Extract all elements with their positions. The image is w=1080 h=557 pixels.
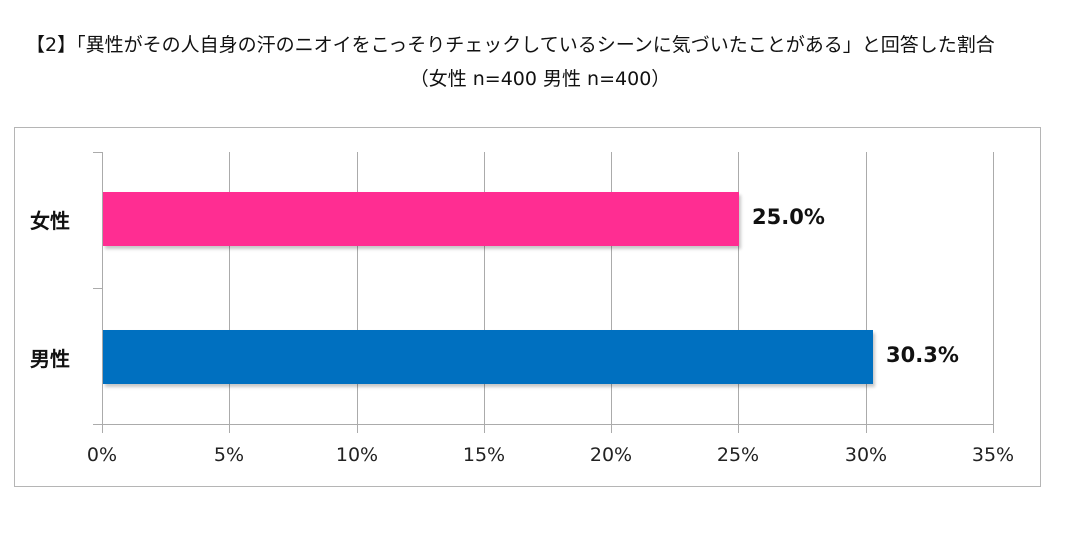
y-tick-top (93, 152, 102, 153)
x-tick (993, 425, 994, 433)
chart-frame (14, 127, 1041, 487)
gridline-15 (484, 152, 485, 425)
x-tick (102, 425, 103, 433)
x-tick-label: 0% (86, 444, 118, 466)
y-tick-separator (93, 288, 102, 289)
x-tick-label: 5% (213, 444, 245, 466)
x-tick (229, 425, 230, 433)
x-tick (484, 425, 485, 433)
x-tick (357, 425, 358, 433)
gridline-10 (357, 152, 358, 425)
value-label-female: 25.0% (752, 205, 825, 229)
chart-subtitle: （女性 n=400 男性 n=400） (409, 68, 671, 90)
gridline-25 (738, 152, 739, 425)
value-label-male: 30.3% (886, 343, 959, 367)
x-tick-label: 25% (716, 444, 760, 466)
bar-female (103, 192, 739, 246)
category-label-male: 男性 (30, 347, 70, 371)
gridline-20 (611, 152, 612, 425)
x-tick-label: 20% (589, 444, 633, 466)
x-tick (738, 425, 739, 433)
x-tick-label: 30% (844, 444, 888, 466)
x-tick-label: 10% (335, 444, 379, 466)
bar-male (103, 330, 873, 384)
gridline-0 (102, 152, 103, 425)
gridline-35 (993, 152, 994, 425)
x-tick (611, 425, 612, 433)
chart-title: 【2】「異性がその人自身の汗のニオイをこっそりチェックしているシーンに気づいたこ… (26, 34, 995, 56)
x-tick-label: 35% (971, 444, 1015, 466)
x-tick-label: 15% (462, 444, 506, 466)
gridline-30 (866, 152, 867, 425)
x-tick (866, 425, 867, 433)
gridline-5 (229, 152, 230, 425)
x-axis-line (93, 424, 994, 425)
category-label-female: 女性 (30, 209, 70, 233)
